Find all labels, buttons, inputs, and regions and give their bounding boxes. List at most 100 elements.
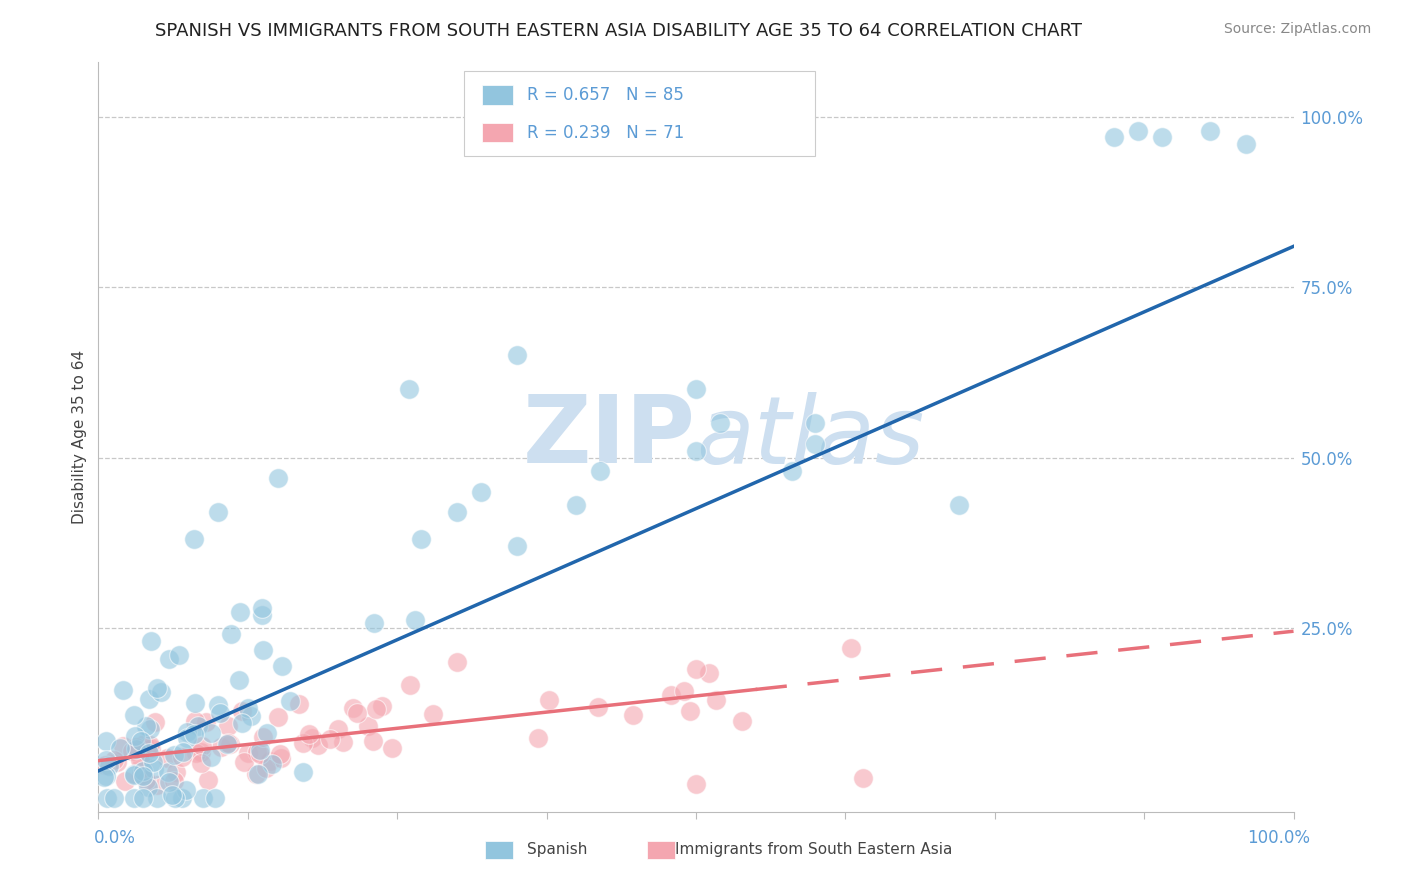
Text: Source: ZipAtlas.com: Source: ZipAtlas.com [1223, 22, 1371, 37]
Point [129, 768, 152, 782]
Point [124, 768, 146, 782]
Text: SPANISH VS IMMIGRANTS FROM SOUTH EASTERN ASIA DISABILITY AGE 35 TO 64 CORRELATIO: SPANISH VS IMMIGRANTS FROM SOUTH EASTERN… [155, 22, 1083, 40]
Text: R = 0.239   N = 71: R = 0.239 N = 71 [527, 124, 685, 142]
Point [122, 708, 145, 723]
Point [730, 714, 752, 728]
Point [256, 726, 278, 740]
Point [209, 706, 232, 720]
Point [139, 738, 162, 752]
Point [132, 764, 155, 778]
Point [146, 778, 169, 792]
Point [135, 744, 157, 758]
Point [200, 749, 222, 764]
Point [1199, 123, 1222, 137]
Point [332, 735, 354, 749]
Point [685, 777, 707, 791]
Point [470, 484, 492, 499]
Point [228, 673, 250, 688]
Point [252, 730, 274, 744]
Point [704, 693, 727, 707]
Point [1152, 130, 1174, 145]
Point [141, 740, 163, 755]
Point [145, 791, 167, 805]
Point [167, 648, 190, 662]
Point [131, 754, 153, 768]
Point [157, 652, 180, 666]
Point [249, 743, 271, 757]
Point [709, 417, 731, 431]
Point [236, 746, 259, 760]
Point [319, 731, 342, 746]
Point [565, 498, 588, 512]
Point [135, 719, 157, 733]
Point [193, 791, 215, 805]
Point [254, 761, 277, 775]
Text: 0.0%: 0.0% [94, 829, 136, 847]
Point [176, 725, 198, 739]
Point [209, 740, 232, 755]
Point [163, 791, 186, 805]
Point [139, 722, 162, 736]
Point [157, 775, 180, 789]
Text: atlas: atlas [696, 392, 924, 483]
Point [250, 608, 273, 623]
Point [194, 714, 217, 729]
Point [1234, 137, 1257, 152]
Point [948, 498, 970, 512]
Point [239, 709, 262, 723]
Point [1128, 123, 1150, 137]
Y-axis label: Disability Age 35 to 64: Disability Age 35 to 64 [72, 350, 87, 524]
Point [685, 443, 707, 458]
Point [129, 753, 152, 767]
Point [266, 710, 288, 724]
Point [586, 700, 609, 714]
Point [217, 719, 239, 733]
Point [124, 791, 146, 805]
Point [292, 764, 315, 779]
Point [136, 780, 159, 794]
Point [132, 737, 155, 751]
Point [114, 774, 136, 789]
Point [204, 791, 226, 805]
Point [160, 788, 183, 802]
Point [191, 739, 214, 753]
Point [361, 733, 384, 747]
Point [246, 766, 269, 780]
Point [172, 791, 194, 805]
Point [207, 505, 229, 519]
Point [446, 655, 468, 669]
Point [190, 756, 212, 770]
Point [252, 643, 274, 657]
Point [138, 691, 160, 706]
Point [232, 755, 254, 769]
Point [174, 782, 197, 797]
Point [200, 726, 222, 740]
Point [538, 693, 561, 707]
Point [278, 694, 301, 708]
Point [301, 731, 323, 745]
Point [260, 757, 283, 772]
Point [679, 704, 702, 718]
Point [804, 437, 827, 451]
Point [103, 791, 125, 805]
Point [96, 791, 118, 805]
Point [172, 745, 194, 759]
Point [184, 696, 207, 710]
Point [94, 753, 117, 767]
Point [370, 698, 392, 713]
Point [163, 774, 186, 789]
Point [229, 605, 252, 619]
Point [307, 738, 329, 752]
Point [149, 685, 172, 699]
Point [124, 729, 146, 743]
Point [231, 715, 253, 730]
Point [246, 745, 269, 759]
Point [197, 773, 219, 788]
Point [659, 688, 682, 702]
Point [236, 700, 259, 714]
Point [121, 744, 143, 758]
Point [184, 714, 207, 728]
Text: R = 0.657   N = 85: R = 0.657 N = 85 [527, 86, 685, 103]
Point [685, 662, 707, 676]
Point [112, 739, 135, 754]
